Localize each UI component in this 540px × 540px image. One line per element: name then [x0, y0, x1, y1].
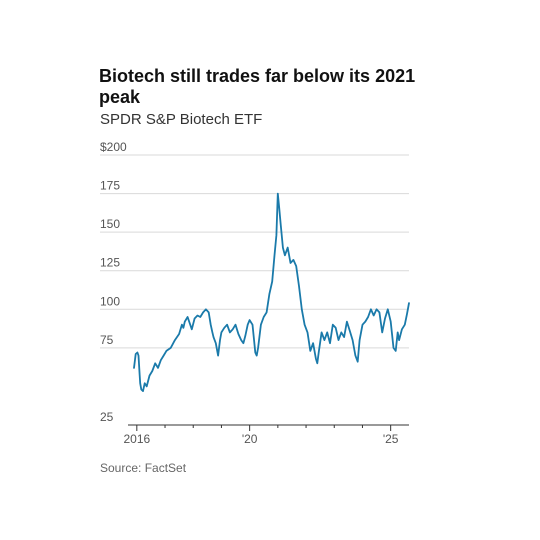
x-tick-label: '25	[383, 432, 399, 446]
y-tick-label: 75	[100, 333, 114, 347]
source-note: Source: FactSet	[100, 461, 187, 475]
x-tick-label: '20	[242, 432, 258, 446]
chart-title: Biotech still trades far below its 2021 …	[99, 66, 416, 107]
y-tick-label: $200	[100, 140, 127, 154]
series-line-path	[133, 192, 410, 393]
y-tick-label: 175	[100, 179, 120, 193]
y-tick-label: 125	[100, 256, 120, 270]
y-gridlines	[100, 154, 409, 349]
x-tick-label: 2016	[123, 432, 150, 446]
series-line	[133, 192, 410, 393]
y-tick-label: 150	[100, 217, 120, 231]
y-tick-labels: $200 175 150 125 100 75 25	[100, 140, 127, 424]
y-tick-label: 25	[100, 410, 114, 424]
x-axis: 2016 '20 '25	[123, 424, 409, 446]
y-tick-label: 100	[100, 294, 120, 308]
chart-subtitle: SPDR S&P Biotech ETF	[100, 111, 263, 128]
